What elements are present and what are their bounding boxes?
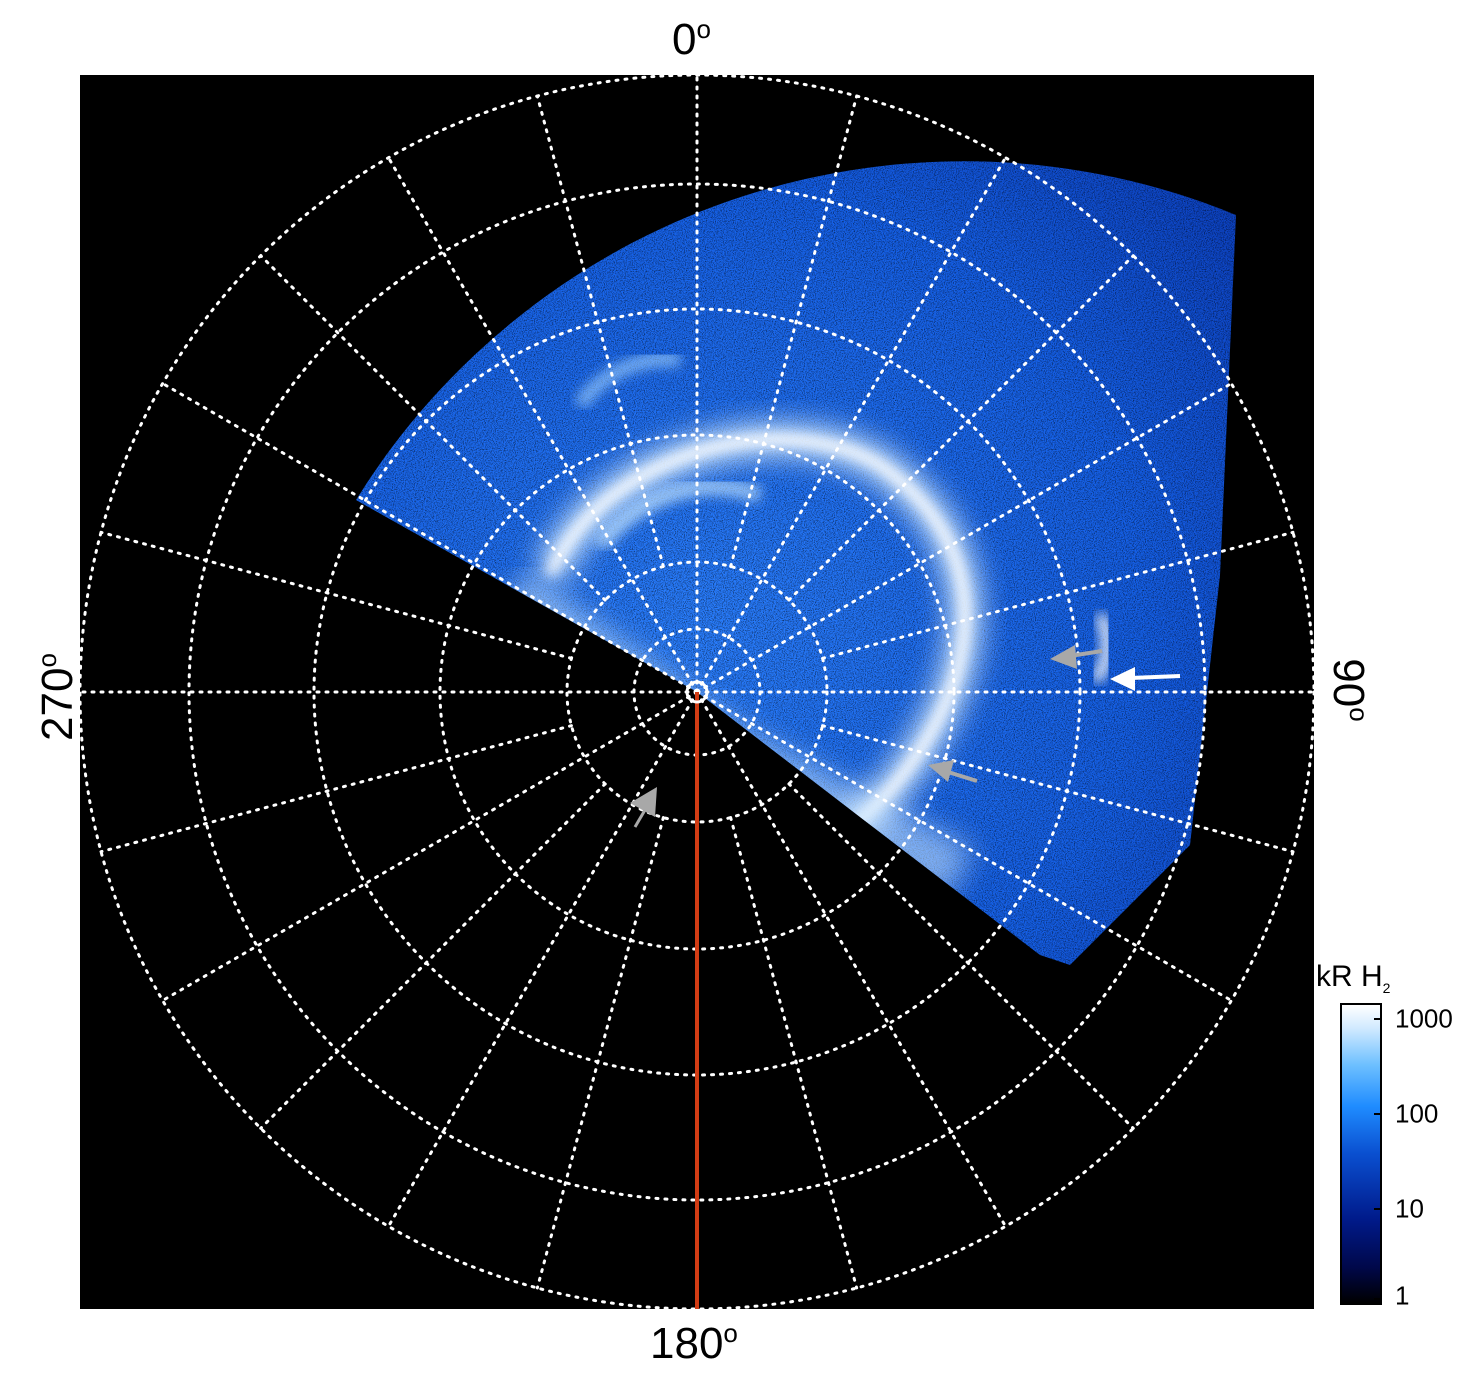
colorbar xyxy=(1340,1003,1382,1305)
pole-marker-icon xyxy=(685,680,709,704)
grid-circle xyxy=(312,307,1082,1077)
grid-meridian xyxy=(695,156,1007,694)
grid-circle xyxy=(565,560,829,824)
grid-meridian xyxy=(821,724,1295,854)
colorbar-title: kR H2 xyxy=(1316,960,1391,996)
grid-meridian xyxy=(535,94,665,568)
grid-meridian xyxy=(729,816,859,1290)
grid-meridian xyxy=(695,382,1233,694)
arrow-gray-lower-icon xyxy=(928,760,978,783)
colorbar-tick-label: 1 xyxy=(1395,1280,1410,1311)
grid-meridian xyxy=(387,690,699,1228)
coordinate-grid xyxy=(78,73,1316,1311)
grid-meridian xyxy=(535,816,665,1290)
grid-meridian xyxy=(821,530,1295,660)
colorbar-tick-mark xyxy=(1374,1113,1382,1115)
grid-meridian xyxy=(99,530,573,660)
label-270-deg: 270o xyxy=(32,653,82,741)
colorbar-tick-mark xyxy=(1374,1208,1382,1210)
grid-meridian xyxy=(259,254,607,602)
colorbar-tick-label: 1000 xyxy=(1395,1003,1453,1034)
label-90-deg: 90o xyxy=(1324,658,1374,722)
colorbar-tick-label: 100 xyxy=(1395,1098,1439,1129)
arrow-white-icon xyxy=(1110,667,1181,691)
arrow-gray-small-icon xyxy=(630,787,657,828)
grid-meridian xyxy=(259,782,607,1130)
grid-meridian xyxy=(695,690,1233,1002)
colorbar-tick-mark xyxy=(1374,1298,1382,1300)
grid-meridian xyxy=(695,690,1007,1228)
grid-meridian xyxy=(161,690,699,1002)
grid-meridian xyxy=(787,254,1135,602)
polar-projection xyxy=(78,73,1316,1311)
arrow-gray-upper-icon xyxy=(1050,645,1103,669)
grid-meridian xyxy=(387,156,699,694)
grid-circle xyxy=(187,182,1207,1202)
label-180-deg: 180o xyxy=(650,1318,738,1368)
grid-meridian xyxy=(99,724,573,854)
grid-meridian xyxy=(161,382,699,694)
colorbar-tick-mark xyxy=(1374,1018,1382,1020)
grid-meridian xyxy=(787,782,1135,1130)
colorbar-tick-label: 10 xyxy=(1395,1193,1424,1224)
polar-aurora-image xyxy=(78,73,1316,1311)
label-0-deg: 0o xyxy=(672,14,711,64)
grid-meridian xyxy=(729,94,859,568)
